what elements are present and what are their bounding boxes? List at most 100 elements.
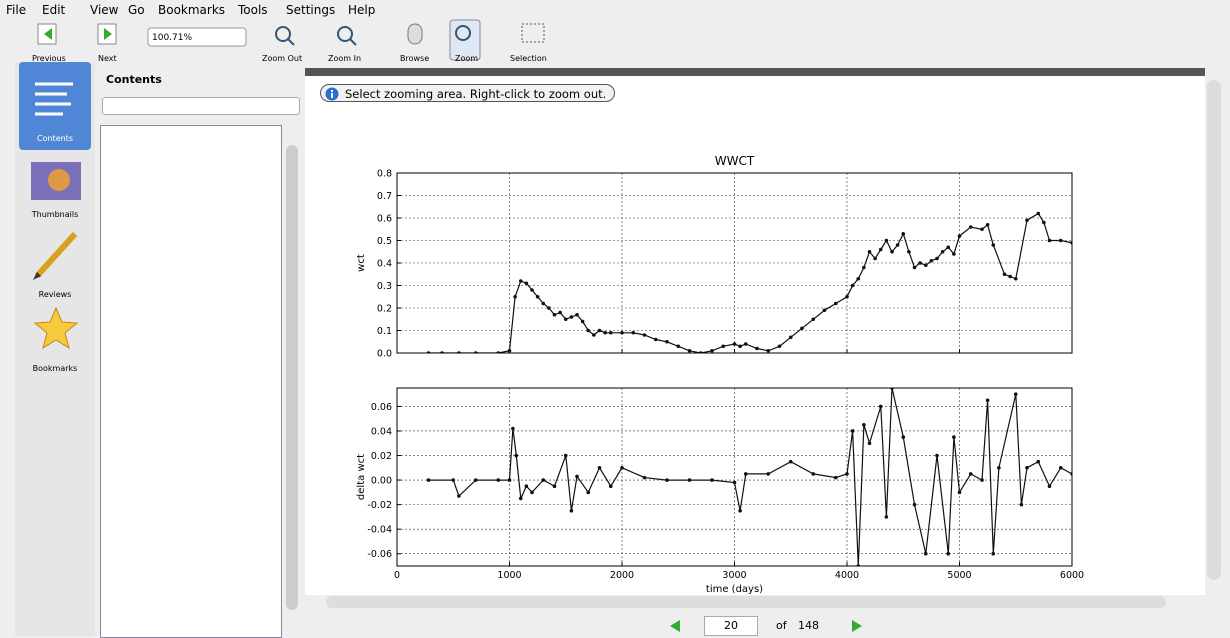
data-point [935,257,939,261]
data-point [907,250,911,254]
data-point [991,552,995,556]
browse-button[interactable]: Browse [400,54,429,63]
notice-text: Select zooming area. Right-click to zoom… [345,87,606,101]
tab-label[interactable]: Contents [15,134,95,143]
data-point [721,344,725,348]
data-point [643,333,647,337]
data-point [738,344,742,348]
tab-label[interactable]: Reviews [15,290,95,299]
data-point [581,320,585,324]
selection-button[interactable]: Selection [510,54,547,63]
data-point [1025,218,1029,222]
data-point [514,454,518,458]
data-point [688,349,692,353]
zoom-in-button[interactable]: Zoom In [328,54,361,63]
data-point [958,491,962,495]
info-icon [325,87,339,101]
next-button[interactable]: Next [98,54,117,63]
x-tick-label: 4000 [835,570,859,581]
data-point [986,398,990,402]
data-point [710,349,714,353]
data-point [1025,466,1029,470]
scrollbar[interactable] [286,145,298,610]
data-point [609,331,613,335]
data-point [946,245,950,249]
data-point [744,342,748,346]
data-point [511,427,515,431]
contents-tree[interactable] [100,125,282,638]
page-number-field[interactable]: 20 [704,616,758,636]
data-point [1036,212,1040,216]
data-point [564,317,568,321]
x-tick-label: 3000 [722,570,746,581]
menu-item[interactable]: View [90,3,118,17]
zoom-button[interactable]: Zoom [455,54,478,63]
data-point [541,302,545,306]
data-point [564,454,568,458]
data-point [496,478,500,482]
x-tick-label: 2000 [610,570,634,581]
menu-item[interactable]: Help [348,3,375,17]
y-tick-label: 0.6 [377,214,392,225]
data-point [474,478,478,482]
data-point [986,223,990,227]
data-point [766,472,770,476]
tab-label[interactable]: Bookmarks [15,364,95,373]
data-point [851,429,855,433]
data-point [525,484,529,488]
menu-bar: File Edit View Go Bookmarks Tools Settin… [0,0,1230,18]
menu-item[interactable]: Tools [238,3,268,17]
data-point [834,476,838,480]
y-axis-label: wct [356,254,367,272]
data-point [575,313,579,317]
chart-figure: WWCT0.00.10.20.30.40.50.60.70.8wct-0.06-… [305,140,1205,595]
data-point [586,329,590,333]
contents-icon [33,80,77,116]
data-point [530,491,534,495]
data-point [930,259,934,263]
menu-item[interactable]: Settings [286,3,335,17]
y-tick-label: 0.4 [377,259,392,270]
data-point [586,491,590,495]
y-tick-label: 0.2 [377,304,392,315]
data-point [885,515,889,519]
data-point [738,509,742,513]
data-point [851,284,855,288]
contents-panel: Contents [100,70,300,636]
data-point [603,331,607,335]
y-tick-label: -0.04 [367,525,392,536]
data-point [873,257,877,261]
horizontal-scrollbar[interactable] [326,596,1166,608]
page-of-label: of [776,619,787,632]
data-point [918,261,922,265]
y-axis-label: delta wct [356,454,367,500]
zoom-value[interactable]: 100.71% [152,33,192,43]
menu-item[interactable]: Edit [42,3,65,17]
data-point [457,494,461,498]
data-point [924,263,928,267]
x-tick-label: 0 [394,570,400,581]
menu-item[interactable]: Bookmarks [158,3,225,17]
data-point [885,239,889,243]
search-field[interactable] [102,97,300,115]
data-point [1014,392,1018,396]
data-point [508,349,512,353]
prev-page-button[interactable] [668,618,682,632]
tab-label[interactable]: Thumbnails [15,210,95,219]
data-point [553,484,557,488]
next-page-button[interactable] [850,618,864,632]
vertical-scrollbar[interactable] [1207,80,1221,580]
menu-item[interactable]: File [6,3,26,17]
data-point [935,454,939,458]
data-point [519,497,523,501]
data-point [575,475,579,479]
data-point [766,349,770,353]
x-axis-label: time (days) [706,584,763,595]
menu-item[interactable]: Go [128,3,145,17]
y-tick-label: 0.0 [377,349,392,360]
data-point [868,441,872,445]
data-point [598,466,602,470]
data-point [789,335,793,339]
zoom-out-button[interactable]: Zoom Out [262,54,302,63]
